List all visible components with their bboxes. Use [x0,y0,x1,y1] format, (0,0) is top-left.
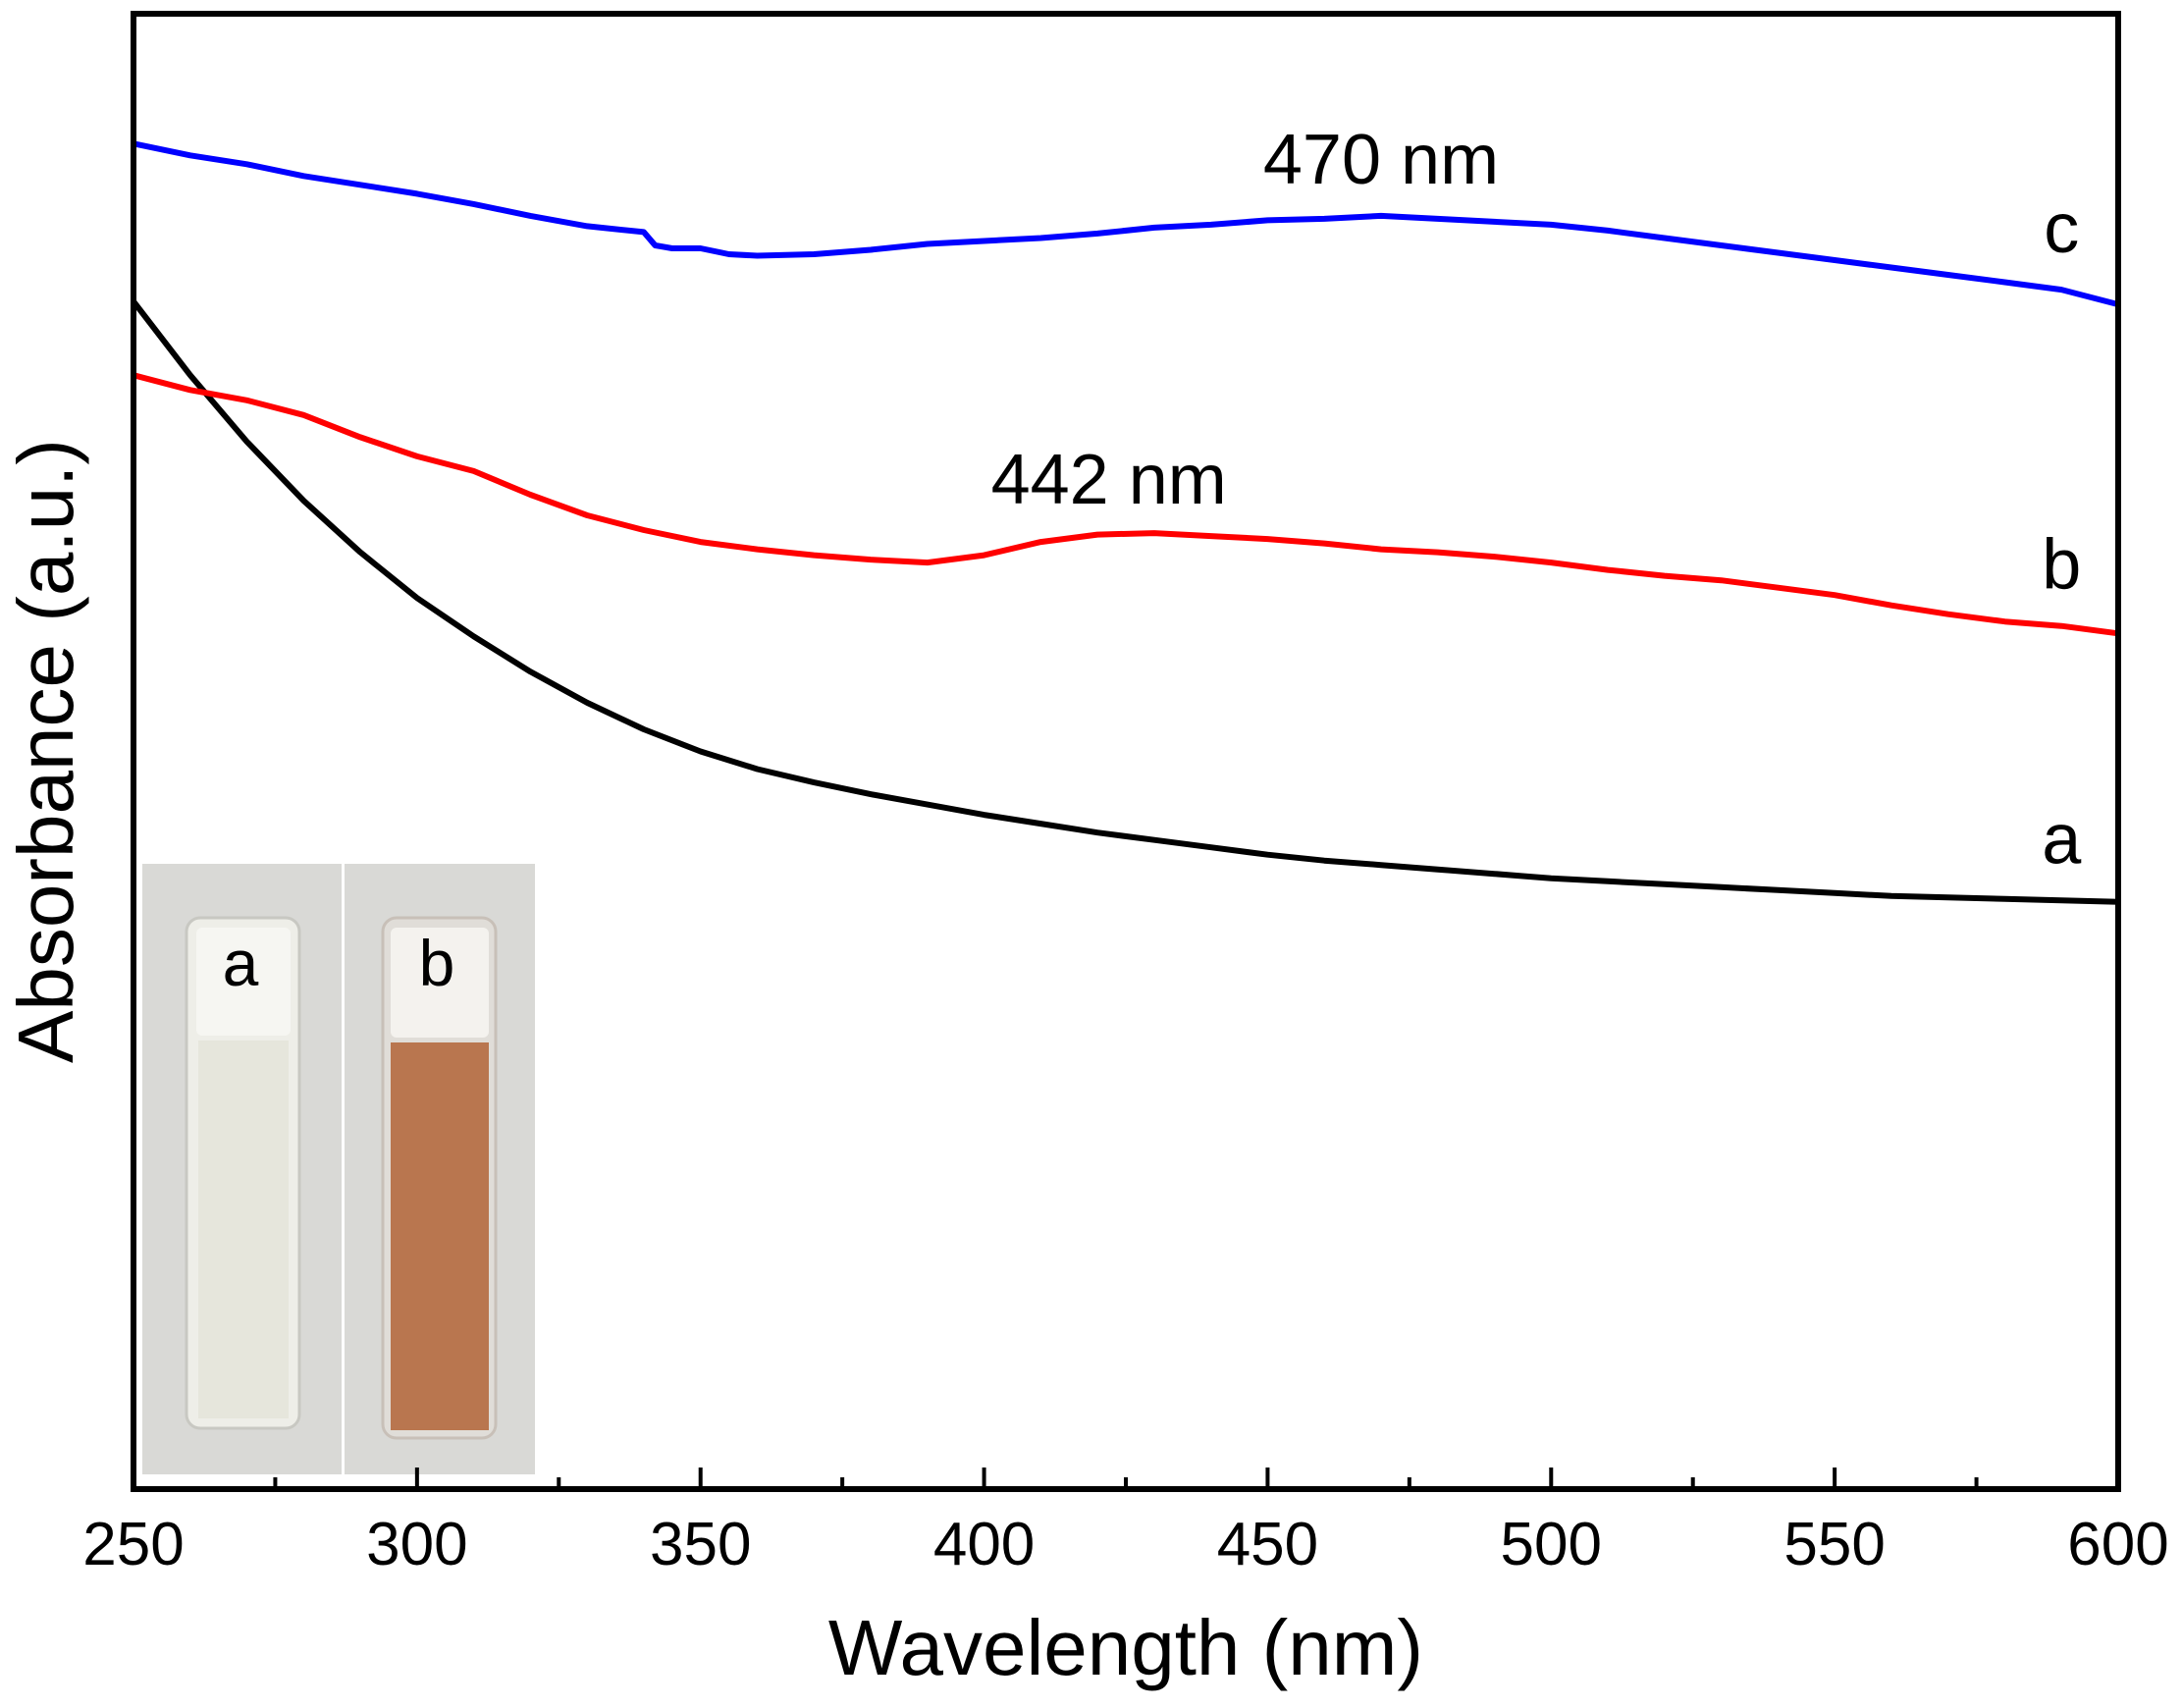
inset-photo: a b [142,864,535,1474]
inset-label-a: a [223,927,259,999]
x-tick-label: 500 [1501,1511,1602,1578]
inset-divider [342,864,345,1474]
cuvette-b-cap [391,928,489,1038]
series-labels-group: a b c [2042,189,2082,879]
x-tick-label: 550 [1783,1511,1885,1578]
series-line-a [131,298,2121,905]
x-ticks-group [132,1468,2120,1489]
x-axis-title: Wavelength (nm) [828,1604,1423,1691]
cuvette-a: a [185,916,301,1430]
x-tick-label: 600 [2067,1511,2168,1578]
x-tick-label: 250 [82,1511,184,1578]
cuvette-a-liquid [198,1041,289,1418]
series-label-c: c [2044,189,2079,268]
x-tick-label: 450 [1217,1511,1318,1578]
cuvette-b: b [381,916,498,1440]
cuvette-a-cap [196,928,291,1036]
x-tick-label: 400 [933,1511,1035,1578]
cuvette-b-liquid [391,1042,489,1430]
series-label-a: a [2042,800,2082,879]
y-axis-title: Absorbance (a.u.) [2,439,89,1063]
x-tick-label: 300 [366,1511,467,1578]
series-lines-group [131,140,2121,905]
inset-label-b: b [419,927,455,999]
peak-annotation: 442 nm [991,441,1227,519]
series-label-b: b [2042,526,2081,605]
x-tick-labels-group: 250 300 350 400 450 500 550 600 [82,1511,2168,1578]
series-line-b [131,372,2121,637]
x-tick-label: 350 [650,1511,751,1578]
peak-annotation: 470 nm [1263,121,1499,199]
annotations-group: 442 nm 470 nm [991,121,1499,519]
series-line-c [131,140,2121,308]
